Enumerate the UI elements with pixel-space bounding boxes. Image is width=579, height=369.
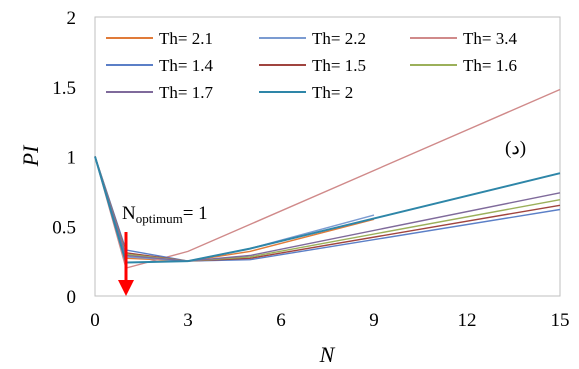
legend-label: Th= 1.6 (463, 56, 517, 75)
y-tick-label: 1.5 (52, 78, 76, 99)
legend-label: Th= 3.4 (463, 29, 517, 48)
series-line-2 (94, 88, 561, 269)
series-layer (94, 88, 561, 269)
legend-label: Th= 2.1 (159, 29, 213, 48)
panel-label: (د) (505, 138, 526, 159)
legend-label: Th= 2 (312, 83, 353, 102)
y-axis-title: PI (18, 144, 43, 167)
y-tick-label: 2 (67, 8, 77, 29)
optimum-arrow-head (118, 280, 134, 296)
series-line-1 (94, 156, 375, 262)
legend-label: Th= 1.7 (159, 83, 213, 102)
y-tick-label: 0 (67, 287, 77, 308)
legend-label: Th= 2.2 (312, 29, 366, 48)
series-line-7 (94, 156, 561, 264)
y-tick-label: 1 (67, 148, 77, 169)
y-tick-label: 0.5 (52, 217, 76, 238)
series-line-4 (94, 156, 561, 262)
x-tick-label: 15 (551, 310, 570, 331)
optimum-label-sub: optimum (136, 211, 183, 226)
legend-label: Th= 1.5 (312, 56, 366, 75)
optimum-label: Noptimum= 1 (122, 203, 208, 226)
x-tick-label: 12 (458, 310, 477, 331)
x-tick-label: 0 (90, 310, 100, 331)
series-line-0 (94, 156, 375, 262)
x-axis-title: N (319, 342, 336, 367)
x-tick-label: 9 (369, 310, 379, 331)
x-tick-label: 6 (276, 310, 286, 331)
legend-label: Th= 1.4 (159, 56, 213, 75)
legend: Th= 2.1 Th= 2.2 Th= 3.4 Th= 1.4 Th= 1.5 Th= 1… (106, 29, 517, 102)
tick-layer: 0 3 6 9 12 15 0 0.5 1 1.5 2 (52, 8, 569, 331)
optimum-label-main: N (122, 203, 136, 224)
x-tick-label: 3 (183, 310, 193, 331)
optimum-label-value: = 1 (183, 203, 208, 224)
